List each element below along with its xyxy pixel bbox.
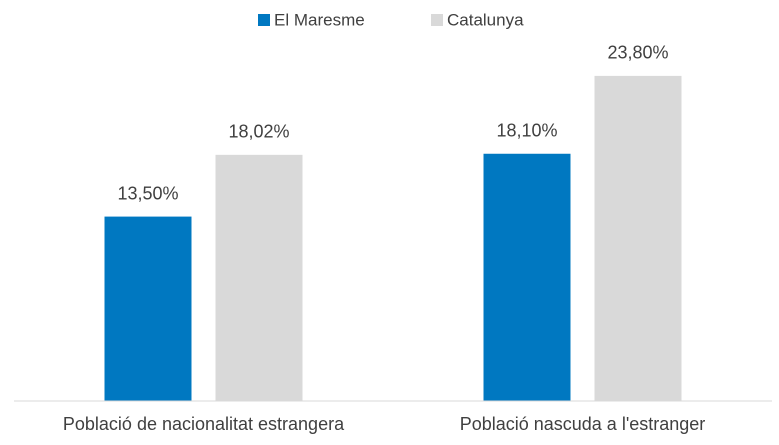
legend-swatch (431, 14, 443, 26)
legend-label: El Maresme (274, 10, 365, 29)
value-label: 13,50% (117, 183, 178, 203)
legend-swatch (258, 14, 270, 26)
value-label: 18,10% (496, 121, 557, 141)
bar (104, 216, 192, 401)
bar (483, 153, 571, 401)
value-label: 18,02% (228, 122, 289, 142)
x-tick-label: Població de nacionalitat estrangera (63, 414, 345, 434)
bar (594, 75, 682, 401)
bar (215, 154, 303, 401)
x-tick-label: Població nascuda a l'estranger (460, 414, 706, 434)
legend-label: Catalunya (447, 10, 524, 29)
value-label: 23,80% (607, 43, 668, 63)
